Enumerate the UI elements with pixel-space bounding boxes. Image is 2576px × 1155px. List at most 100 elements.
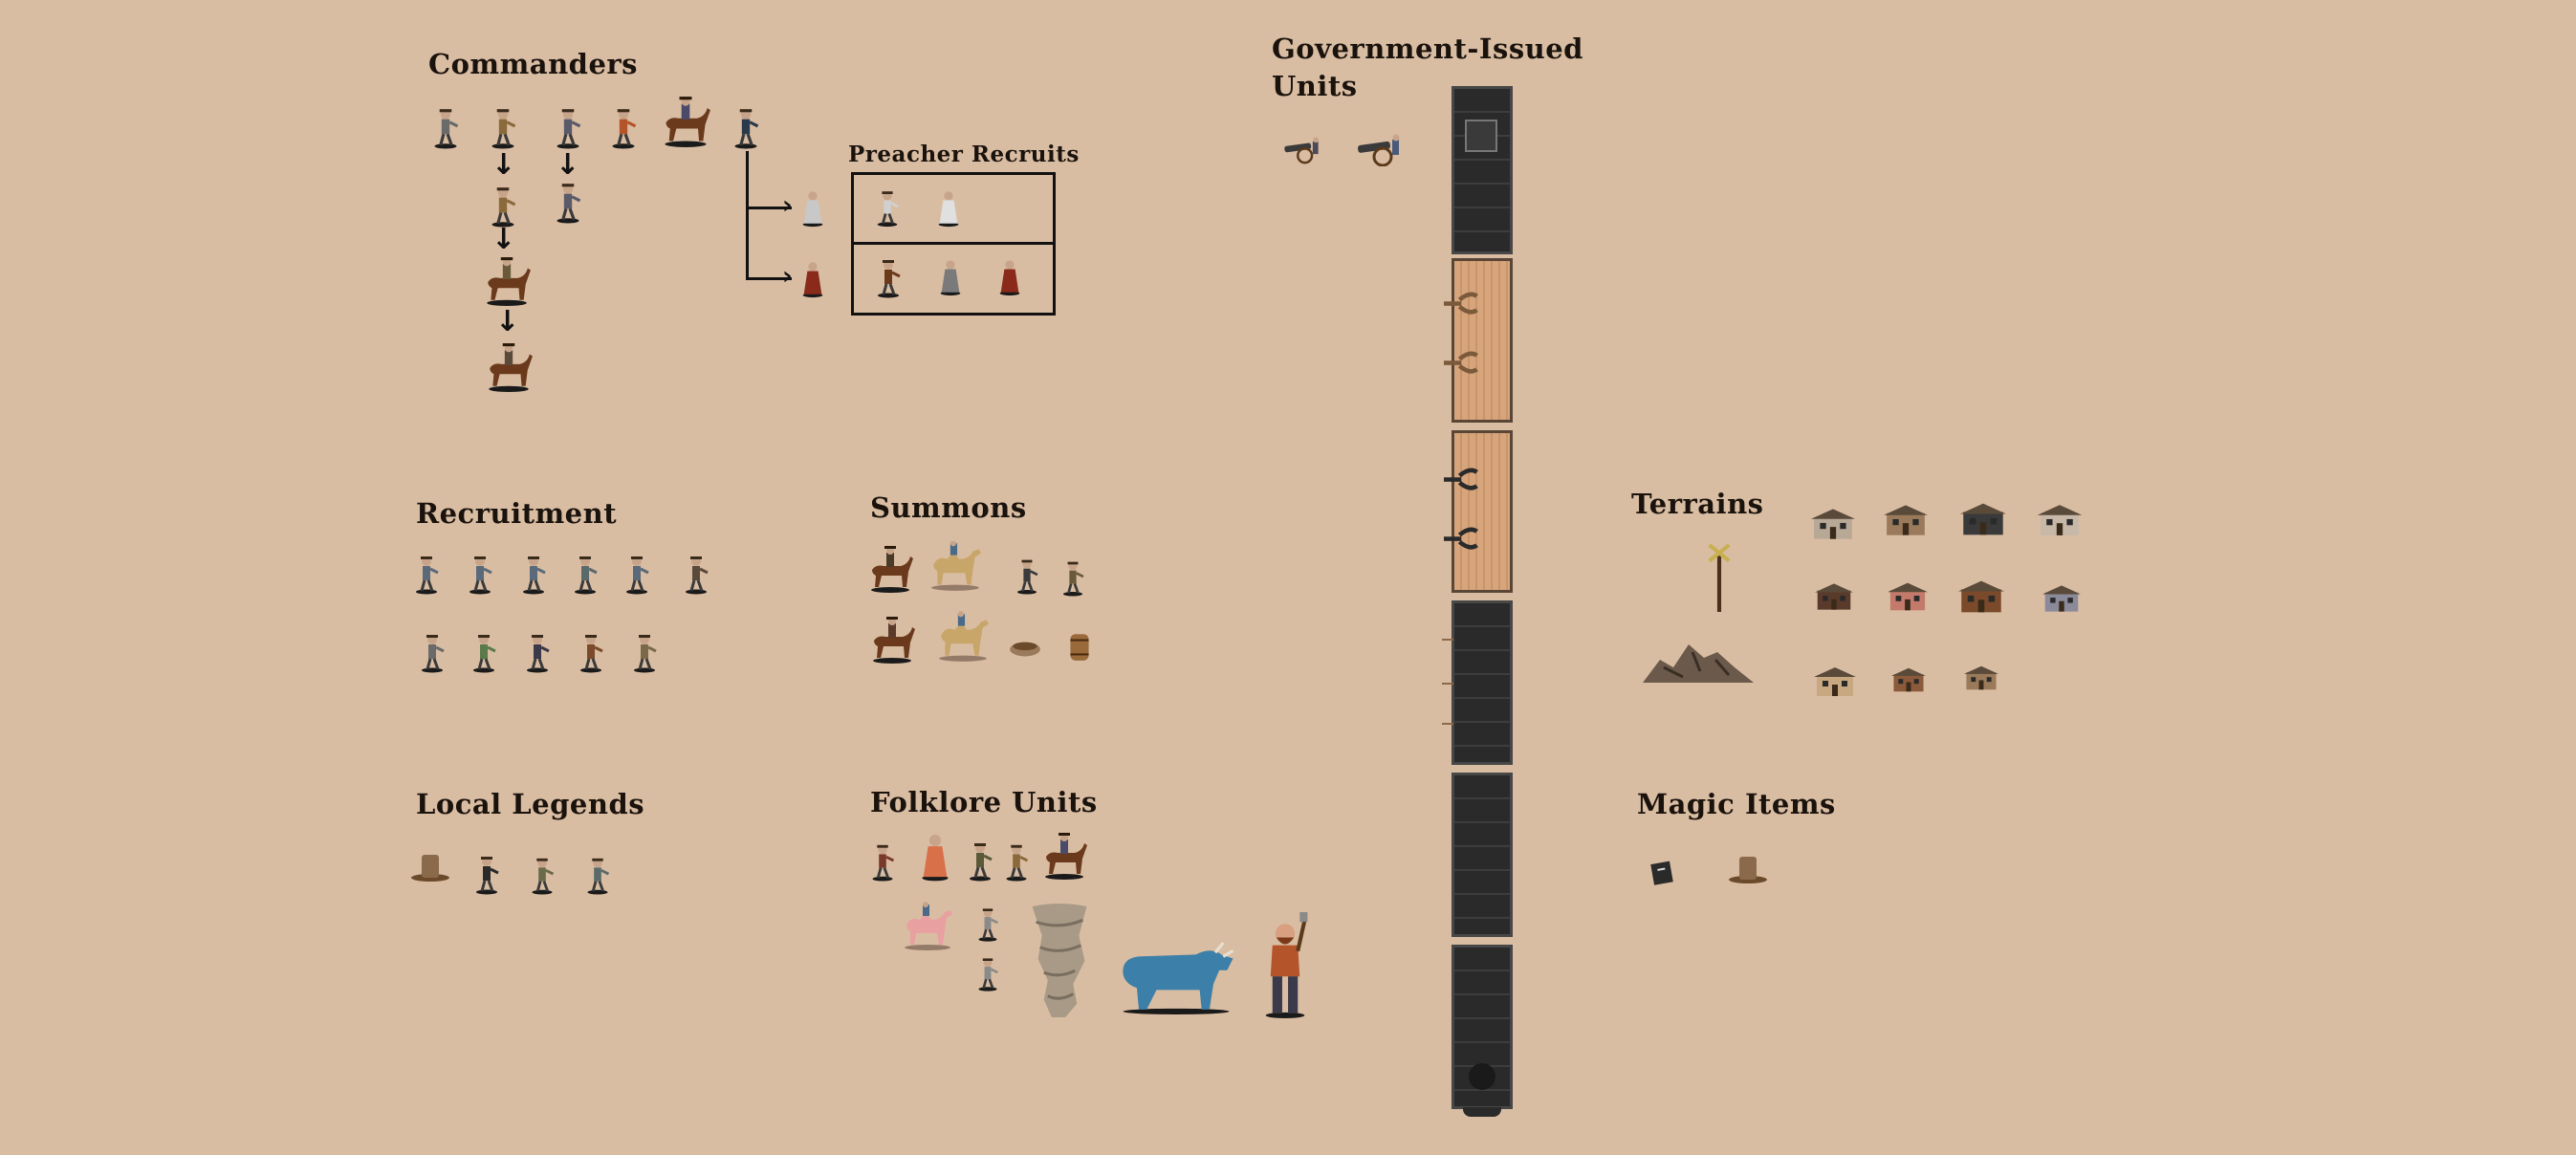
blue-bull-unit[interactable] [1117, 941, 1235, 1015]
basket-item[interactable] [1008, 637, 1042, 660]
soldier-unit[interactable] [518, 553, 549, 595]
saloon-terrain[interactable] [1891, 662, 1926, 698]
saloon-terrain[interactable] [2037, 503, 2083, 537]
upgrade-arrow: ↓ [491, 223, 516, 256]
preacher-recruits-box [851, 172, 1056, 316]
gunslinger-unit[interactable] [1014, 556, 1040, 595]
train-car-locomotive [1452, 86, 1513, 254]
branch-arrow-tip: › [782, 262, 793, 291]
tornado-unit[interactable] [1023, 903, 1096, 1019]
branch-arrow-tip: › [782, 191, 793, 220]
nun-unit[interactable] [996, 256, 1023, 296]
shaman-unit[interactable] [868, 841, 897, 882]
cowboy-unit[interactable] [1059, 558, 1086, 597]
hat-item[interactable] [409, 851, 451, 883]
upgrade-arrow: ↓ [556, 148, 580, 182]
rail-tick [1442, 683, 1453, 685]
priest-unit[interactable] [874, 187, 901, 228]
priest-unit[interactable] [799, 187, 826, 228]
soldier-unit[interactable] [629, 631, 660, 673]
cowboy-unit[interactable] [488, 184, 518, 228]
saloon-terrain[interactable] [1964, 658, 1998, 698]
saloon-terrain[interactable] [1960, 501, 2006, 537]
preacher-unit[interactable] [872, 256, 905, 298]
camel-rider-unit[interactable] [899, 901, 956, 952]
cowboy-unit[interactable] [1002, 841, 1031, 882]
cowboy-unit[interactable] [488, 105, 518, 149]
saloon-terrain[interactable] [1888, 578, 1928, 616]
soldier-unit[interactable] [622, 553, 652, 595]
branch-connector [746, 207, 792, 209]
cannon-unit[interactable] [1281, 136, 1325, 164]
train-window [1465, 120, 1497, 152]
saloon-terrain[interactable] [1958, 578, 2004, 616]
hat-item[interactable] [1727, 853, 1769, 885]
nun-unit[interactable] [937, 256, 964, 296]
coupler-icon [1444, 526, 1482, 553]
saloon-terrain[interactable] [2042, 581, 2081, 616]
branch-connector [746, 277, 792, 280]
spellbook-item[interactable] [1648, 859, 1677, 887]
saloon-terrain[interactable] [1811, 507, 1855, 541]
terrains-title: Terrains [1631, 488, 1764, 520]
magic-items-title: Magic Items [1637, 788, 1836, 820]
commanders-title: Commanders [428, 48, 639, 80]
upgrade-arrow: ↓ [495, 305, 520, 338]
soldier-unit[interactable] [570, 553, 600, 595]
cannon-unit[interactable] [1354, 134, 1408, 166]
nun-unit[interactable] [799, 258, 826, 298]
rock-pile-terrain[interactable] [1641, 639, 1756, 686]
soldier-unit[interactable] [411, 553, 442, 595]
coupler-icon [1444, 467, 1482, 493]
cowboy-unit[interactable] [966, 839, 994, 882]
mounted-rider-unit[interactable] [484, 342, 534, 392]
lumberjack-unit[interactable] [1260, 912, 1310, 1019]
gunslinger-unit[interactable] [472, 853, 501, 895]
train-car-flatbed [1452, 258, 1513, 423]
camel-rider-unit[interactable] [926, 541, 985, 591]
soldier-unit[interactable] [576, 631, 606, 673]
preacher-unit[interactable] [553, 180, 583, 224]
folklore-title: Folklore Units [870, 786, 1098, 818]
recruit-divider [854, 242, 1053, 245]
mounted-rider-unit[interactable] [660, 96, 711, 147]
saloon-terrain[interactable] [1809, 665, 1861, 698]
cowboy-unit[interactable] [528, 855, 557, 895]
mounted-rider-unit[interactable] [866, 545, 914, 593]
camel-rider-unit[interactable] [933, 610, 993, 664]
shaman-unit[interactable] [916, 830, 954, 882]
saloon-terrain[interactable] [1815, 578, 1853, 616]
preacher-unit[interactable] [553, 105, 583, 149]
branch-connector [746, 151, 749, 280]
coupler-icon [1444, 291, 1482, 317]
soldier-unit[interactable] [469, 631, 499, 673]
signpost-terrain[interactable] [1708, 543, 1731, 612]
rail-tick [1442, 639, 1453, 641]
upgrade-arrow: ↓ [491, 148, 516, 182]
barrel-item[interactable] [1067, 631, 1092, 664]
priest-unit[interactable] [935, 187, 962, 228]
recruitment-title: Recruitment [416, 497, 618, 530]
soldier-unit[interactable] [465, 553, 495, 595]
soldier-unit[interactable] [417, 631, 448, 673]
mounted-rider-unit[interactable] [868, 616, 916, 664]
saloon-terrain[interactable] [1884, 501, 1928, 539]
train-wheel [1469, 1063, 1495, 1090]
shaman-unit[interactable] [608, 105, 639, 149]
cowboy-unit[interactable] [583, 855, 612, 895]
soldier-unit[interactable] [975, 904, 1000, 943]
soldier-unit[interactable] [522, 631, 553, 673]
train-car-boxcar [1452, 773, 1513, 937]
preacher-recruits-title: Preacher Recruits [848, 142, 1080, 167]
sheriff-unit[interactable] [731, 105, 761, 149]
summons-title: Summons [870, 491, 1027, 524]
coupler-icon [1444, 350, 1482, 377]
train-end-cap [1463, 1107, 1501, 1117]
train-car-boxcar [1452, 600, 1513, 765]
mounted-rider-unit[interactable] [1040, 832, 1088, 880]
soldier-unit[interactable] [681, 553, 711, 595]
mounted-rider-unit[interactable] [482, 256, 532, 306]
gunslinger-unit[interactable] [430, 105, 461, 149]
rail-tick [1442, 723, 1453, 725]
soldier-unit[interactable] [975, 954, 1000, 992]
